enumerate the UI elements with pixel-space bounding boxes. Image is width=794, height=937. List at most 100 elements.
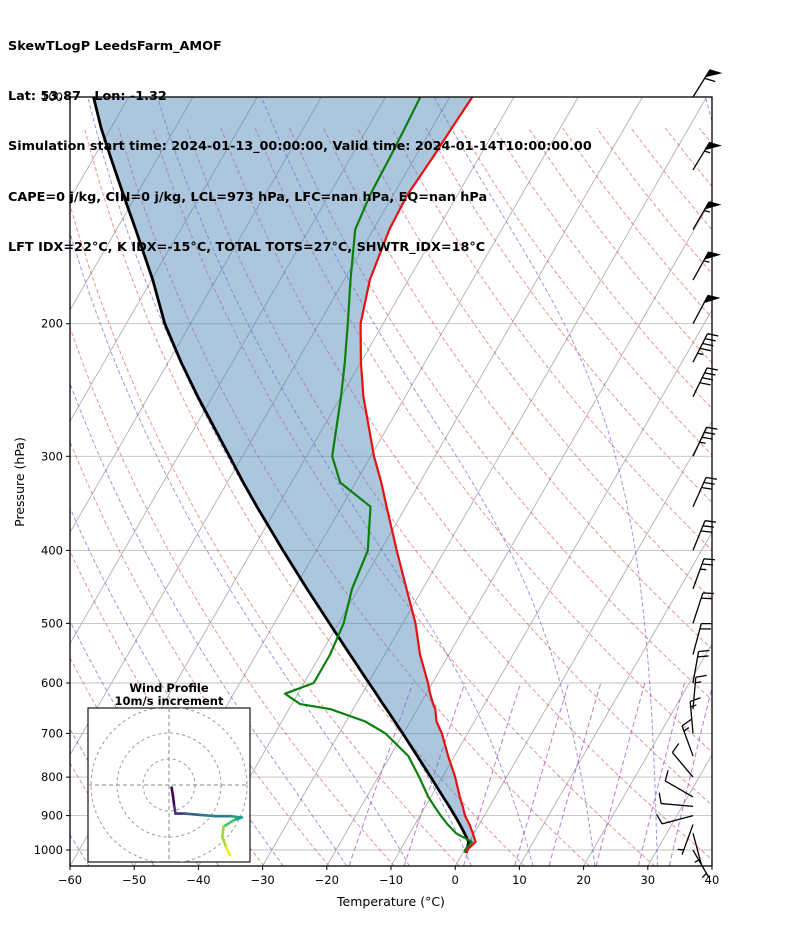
isotherm-line (70, 97, 194, 311)
x-tick-label: −10 (379, 873, 403, 887)
dry-adiabat-line (768, 128, 794, 866)
isotherm-line (711, 865, 712, 866)
hodograph-trace-segment (224, 846, 232, 857)
x-tick-label: 0 (452, 873, 459, 887)
y-tick-label: 800 (41, 770, 63, 784)
y-tick-label: 400 (41, 543, 63, 557)
wind-barb (692, 367, 718, 397)
wind-barb (692, 141, 722, 171)
cin-shading (93, 97, 476, 852)
cin-shade-polygon (93, 97, 476, 852)
mixing-ratio-line (595, 682, 646, 866)
dry-adiabat-line (323, 127, 712, 650)
dry-adiabat-line (83, 128, 525, 866)
y-tick-label: 700 (41, 726, 63, 740)
hodograph-trace-segment (221, 825, 225, 839)
mixing-ratio-line (637, 682, 685, 866)
moist-adiabat-line (156, 97, 534, 866)
hodograph-trace-segment (171, 794, 176, 808)
isotherm-line (454, 420, 712, 866)
wind-barb (689, 697, 701, 734)
wind-barb (658, 792, 694, 808)
x-tick-label: −30 (250, 873, 274, 887)
x-tick-label: −60 (58, 873, 82, 887)
hodograph-grid (88, 708, 250, 862)
isotherm-line (198, 97, 643, 866)
x-tick-label: −50 (122, 873, 146, 887)
isotherm-line (647, 753, 712, 866)
y-tick-label: 1000 (34, 843, 63, 857)
mixing-ratio-line (403, 682, 466, 866)
wind-barb (671, 743, 694, 778)
dry-adiabat-line (70, 325, 395, 866)
wind-barbs (656, 69, 723, 879)
wind-barb (677, 824, 694, 855)
mixing-ratio-line (548, 682, 602, 866)
moist-adiabat-line (433, 97, 658, 866)
indices-line-2: LFT IDX=22°C, K IDX=-15°C, TOTAL TOTS=27… (8, 240, 486, 256)
hodograph-trace-segment (232, 816, 244, 822)
wind-barb (692, 201, 722, 230)
isotherm-line (326, 197, 712, 866)
wind-barb (692, 294, 721, 324)
wind-barb (692, 333, 719, 363)
dry-adiabat-line (288, 127, 712, 701)
location-line: Lat: 53.87 Lon: -1.32 (8, 88, 167, 104)
dry-adiabat-line (459, 127, 712, 456)
hodograph-ring (90, 708, 248, 862)
moist-adiabat-line (70, 382, 348, 866)
parcel-profile-line (92, 97, 471, 854)
hodograph-trace-segment (198, 813, 218, 818)
mixing-ratio-line (514, 682, 570, 866)
y-tick-label: 900 (41, 809, 63, 823)
dry-adiabat-line (220, 128, 712, 806)
dry-adiabat-line (70, 656, 200, 866)
mixing-ratio-line (668, 685, 712, 866)
hodograph-subtitle: 10m/s increment (115, 694, 224, 708)
hodograph-trace-segment (221, 835, 228, 849)
sounding-profiles (92, 97, 477, 854)
wind-barb (692, 520, 716, 551)
isotherm-line (519, 531, 712, 866)
hodograph-trace-segment (222, 818, 236, 828)
wind-barb (692, 426, 718, 457)
wind-barb (692, 69, 723, 98)
moist-adiabat-line (704, 97, 712, 124)
wind-barb (664, 770, 694, 798)
wind-barb (692, 649, 710, 684)
figure-header: SkewTLogP LeedsFarm_AMOF Lat: 53.87 Lon:… (8, 5, 592, 291)
axes: −60 −50 −40 −30 −20 −10 0 10 20 30 401002003004005… (34, 90, 720, 887)
dry-adiabat-line (152, 128, 655, 866)
x-tick-label: −20 (315, 873, 339, 887)
wind-barb (692, 833, 702, 865)
isotherm-line (70, 97, 386, 645)
isotherm-line (70, 97, 322, 534)
mixing-ratio-line (348, 682, 414, 866)
hodograph-trace-segment (172, 804, 177, 815)
dry-adiabat-line (118, 128, 590, 866)
wind-barb (692, 476, 717, 507)
wind-barb (692, 558, 715, 590)
times-line: Simulation start time: 2024-01-13_00:00:… (8, 139, 592, 155)
dry-adiabat-line (70, 440, 330, 866)
hodograph-ring (142, 758, 196, 812)
y-tick-label: 300 (41, 449, 63, 463)
wind-barb (681, 719, 694, 757)
x-tick-label: 10 (512, 873, 527, 887)
dewpoint-profile-line (283, 97, 473, 853)
wind-barb (692, 592, 714, 624)
x-tick-label: −40 (186, 873, 210, 887)
indices-line-1: CAPE=0 j/kg, CIN=0 j/kg, LCL=973 hPa, LF… (8, 189, 488, 205)
wind-barb (656, 814, 694, 825)
y-tick-label: 600 (41, 676, 63, 690)
isotherm-line (390, 309, 712, 866)
moist-adiabat-line (70, 231, 410, 866)
dry-adiabat-line (734, 128, 794, 866)
x-tick-label: 30 (640, 873, 655, 887)
hodograph-inset (87, 707, 251, 863)
y-tick-label: 500 (41, 616, 63, 630)
hodograph-title: Wind Profile (129, 681, 209, 695)
x-axis-label: Temperature (°C) (336, 894, 445, 909)
isotherm-line (70, 97, 258, 423)
